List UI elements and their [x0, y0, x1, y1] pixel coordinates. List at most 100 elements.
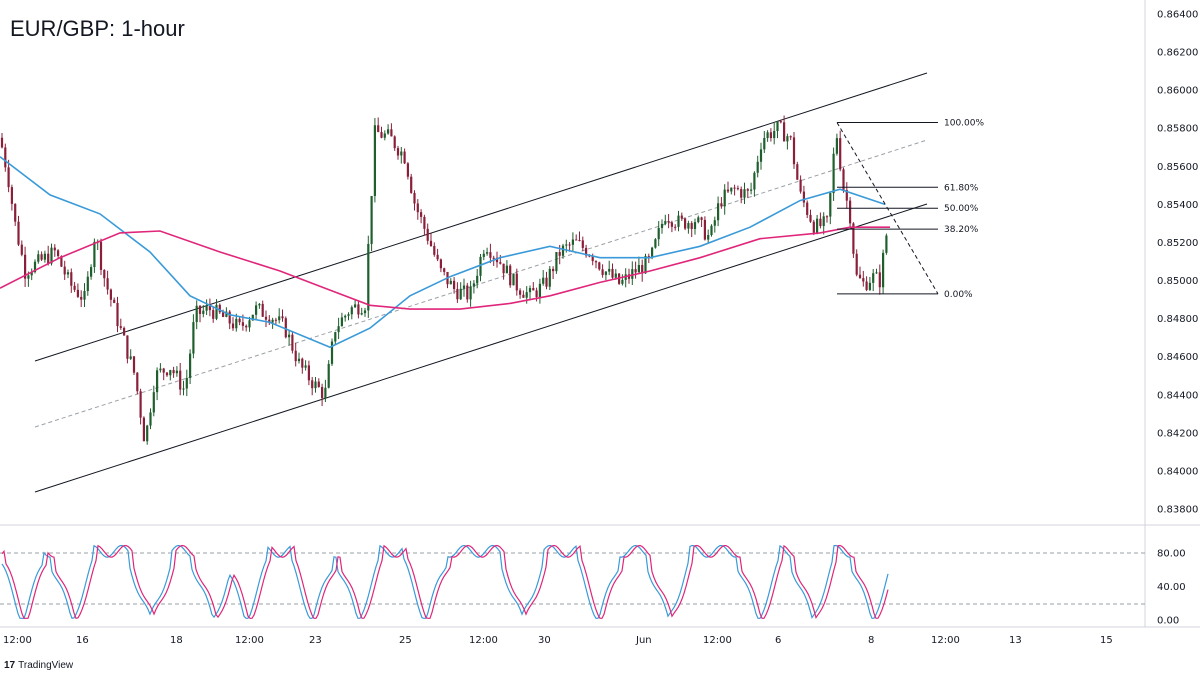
- candle-body: [436, 254, 439, 260]
- branding-name: TradingView: [18, 660, 74, 671]
- candle-body: [80, 296, 83, 300]
- candle-body: [545, 277, 548, 287]
- candle-body: [555, 252, 558, 272]
- candle-body: [469, 286, 472, 300]
- candle-body: [182, 388, 185, 390]
- candle-body: [522, 294, 525, 298]
- candle-body: [33, 261, 37, 273]
- stochastic-k-line: [1, 544, 889, 620]
- candle-body: [865, 281, 868, 290]
- candle-body: [726, 189, 730, 192]
- candle-body: [740, 189, 743, 198]
- fibonacci-retracement: 100.00% 61.80% 50.00% 38.20% 0.00%: [836, 119, 984, 300]
- price-pane: 100.00% 61.80% 50.00% 38.20% 0.00%: [0, 72, 984, 493]
- candle-body: [829, 193, 832, 217]
- candle-body: [215, 304, 218, 319]
- candle-body: [816, 218, 819, 233]
- candle-body: [324, 387, 327, 399]
- stochastic-tick-label: 0.00: [1157, 616, 1179, 627]
- candle-body: [387, 129, 390, 134]
- candle-body: [238, 318, 241, 323]
- candle-body: [449, 280, 452, 285]
- candle-body: [185, 377, 188, 389]
- candle-body: [142, 417, 145, 442]
- candle-body: [245, 325, 248, 328]
- candle-body: [799, 179, 802, 192]
- fibonacci-level-label: 50.00%: [944, 204, 979, 214]
- price-tick-label: 0.84600: [1157, 352, 1198, 363]
- time-tick-label: 16: [76, 635, 89, 646]
- time-tick-label: Jun: [635, 635, 652, 646]
- candle-body: [812, 221, 815, 233]
- candlesticks: [0, 115, 888, 445]
- candle-body: [802, 191, 805, 203]
- price-tick-label: 0.85600: [1157, 162, 1198, 173]
- candle-body: [30, 272, 33, 276]
- candle-body: [766, 132, 769, 139]
- candle-body: [542, 277, 545, 284]
- candle-body: [218, 304, 221, 313]
- candle-body: [66, 272, 70, 275]
- time-tick-label: 18: [170, 635, 183, 646]
- candle-body: [311, 380, 314, 389]
- candle-body: [175, 370, 178, 374]
- candle-body: [561, 245, 565, 256]
- fibonacci-level-label: 100.00%: [944, 119, 984, 129]
- time-tick-label: 12:00: [3, 635, 32, 646]
- channel-middle-line: [34, 139, 928, 428]
- candle-body: [264, 316, 268, 320]
- candle-body: [776, 121, 779, 132]
- candle-body: [235, 318, 238, 329]
- candle-body: [162, 368, 165, 373]
- candle-body: [307, 365, 310, 381]
- candle-body: [733, 187, 736, 189]
- candle-body: [129, 356, 132, 359]
- candle-body: [654, 239, 657, 248]
- candle-body: [852, 223, 855, 254]
- price-tick-label: 0.84400: [1157, 390, 1198, 401]
- candle-body: [357, 304, 360, 315]
- candle-body: [103, 269, 106, 279]
- candle-body: [631, 269, 634, 279]
- time-axis: 12:00 16 18 12:00 23 25 12:00 30 Jun 12:00 6 8 12:00…: [3, 635, 1113, 646]
- candle-body: [70, 272, 73, 286]
- candle-body: [274, 319, 277, 321]
- candle-body: [327, 363, 330, 388]
- candle-body: [340, 317, 343, 327]
- candle-body: [746, 189, 749, 191]
- candle-body: [509, 265, 512, 286]
- candle-body: [594, 261, 598, 263]
- candle-body: [792, 137, 796, 165]
- candle-body: [291, 334, 294, 351]
- stochastic-lines: [1, 544, 889, 620]
- candle-body: [495, 257, 499, 263]
- candle-body: [278, 316, 281, 321]
- candle-body: [621, 279, 624, 284]
- candle-body: [700, 217, 703, 220]
- candle-body: [476, 275, 479, 284]
- candle-body: [466, 285, 469, 300]
- candle-body: [717, 203, 720, 221]
- candle-body: [136, 372, 139, 392]
- candle-body: [486, 252, 489, 254]
- candle-body: [525, 292, 528, 298]
- stochastic-tick-label: 40.00: [1157, 582, 1186, 593]
- moving-average-pink-line: [0, 226, 890, 310]
- candle-body: [222, 312, 225, 317]
- chart-title: EUR/GBP: 1-hour: [10, 16, 185, 41]
- candle-body: [825, 216, 829, 218]
- candle-body: [261, 303, 264, 317]
- candle-body: [690, 223, 693, 229]
- candle-body: [149, 412, 152, 426]
- time-tick-label: 25: [399, 635, 412, 646]
- candle-body: [644, 256, 647, 274]
- candle-body: [710, 225, 713, 236]
- candle-body: [832, 153, 835, 194]
- candle-body: [608, 268, 611, 272]
- candle-body: [756, 161, 759, 173]
- candle-body: [885, 235, 888, 253]
- candle-body: [796, 164, 799, 180]
- price-tick-label: 0.85400: [1157, 200, 1198, 211]
- channel-lower-line: [34, 203, 928, 493]
- candle-body: [43, 253, 46, 260]
